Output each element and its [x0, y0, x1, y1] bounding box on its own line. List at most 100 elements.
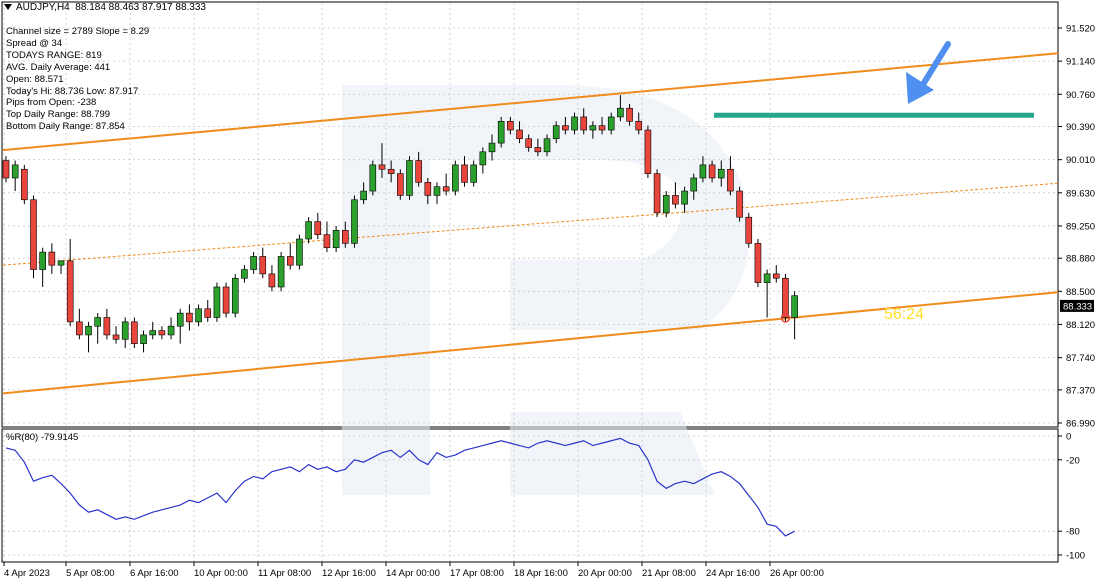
candle-body — [131, 321, 138, 344]
candle-body — [754, 243, 762, 283]
y-tick-label: 86.990 — [1066, 419, 1095, 430]
x-tick-label: 6 Apr 16:00 — [130, 568, 179, 579]
y-tick-label: 91.520 — [1066, 24, 1095, 35]
candle-body — [231, 277, 239, 314]
price-tag — [1060, 299, 1094, 312]
x-tick-label: 4 Apr 2023 — [4, 568, 50, 579]
candle-body — [369, 164, 377, 192]
info-line: Open: 88.571 — [6, 73, 64, 85]
y-tick-label: 88.500 — [1066, 287, 1095, 298]
candle-body — [552, 125, 560, 140]
x-tick-label: 24 Apr 16:00 — [706, 568, 760, 579]
candle-body — [85, 325, 92, 336]
symbol-header[interactable]: AUDJPY,H4 88.184 88.463 87.917 88.333 — [4, 2, 206, 13]
info-line: TODAYS RANGE: 819 — [6, 49, 102, 61]
candle-body — [314, 221, 322, 235]
indicator-tick-label: -20 — [1066, 455, 1080, 466]
candle-body — [562, 125, 569, 131]
info-line: Today's Hi: 88.736 Low: 87.917 — [6, 85, 139, 97]
candle-body — [626, 107, 633, 122]
x-tick-label: 20 Apr 00:00 — [578, 568, 632, 579]
candle-body — [452, 164, 459, 192]
candle-body — [507, 121, 514, 131]
candle-body — [598, 125, 606, 131]
y-tick-label: 90.760 — [1066, 90, 1095, 101]
indicator-tick-label: -100 — [1066, 551, 1085, 562]
candle-body — [186, 312, 193, 323]
candle-body — [387, 168, 395, 174]
candle-body — [543, 138, 551, 153]
candle-body — [442, 186, 450, 192]
price-axis: 91.520 91.140 90.760 90.390 90.010 89.630 89.2… — [1058, 24, 1095, 562]
wpr-line — [5, 437, 795, 537]
candle-body — [360, 190, 367, 201]
info-panel: Channel size = 2789 Slope = 8.29 Spread … — [6, 26, 149, 133]
candle-body — [635, 121, 643, 131]
candle-body — [406, 160, 413, 196]
candle-body — [580, 116, 588, 131]
indicator-label: %R(80) -79.9145 — [6, 432, 79, 443]
candle-body — [286, 256, 294, 266]
x-tick-label: 17 Apr 08:00 — [450, 568, 504, 579]
dropdown-triangle-icon[interactable] — [4, 4, 12, 11]
candle-body — [66, 260, 74, 323]
candle-body — [607, 116, 615, 131]
candle-body — [571, 116, 578, 131]
candle-body — [39, 251, 46, 270]
info-line: Spread @ 34 — [6, 37, 63, 49]
candle-body — [341, 229, 349, 244]
candle-body — [772, 273, 780, 279]
candle-body — [167, 325, 175, 336]
candle-body — [644, 129, 652, 174]
main-pane-frame — [1, 1, 1059, 428]
info-line: Top Daily Range: 88.799 — [6, 109, 111, 121]
y-tick-label: 87.370 — [1066, 385, 1095, 396]
candle-body — [176, 312, 184, 327]
candle-body — [791, 295, 798, 318]
candle-body — [48, 251, 56, 266]
upper-channel-line — [2, 52, 1059, 152]
candle-body — [433, 186, 441, 196]
candle-body — [378, 164, 386, 170]
x-tick-label: 12 Apr 16:00 — [322, 568, 376, 579]
candle-body — [424, 182, 432, 196]
candle-body — [241, 269, 248, 279]
candle-body — [681, 190, 688, 205]
candle-body — [259, 256, 267, 275]
candle-body — [589, 125, 597, 131]
candle-body — [140, 334, 147, 344]
candle-body — [76, 321, 83, 336]
candle-body — [268, 273, 276, 288]
candle-body — [653, 173, 661, 214]
candle-body — [204, 308, 212, 318]
candle-body — [534, 147, 542, 153]
candle-body — [736, 190, 743, 218]
candle-body — [277, 256, 285, 288]
candle-body — [397, 173, 404, 196]
candle-body — [479, 151, 487, 166]
watermark-logo — [342, 85, 749, 495]
candle-body — [121, 321, 129, 340]
candle-body — [727, 168, 734, 192]
time-axis: 4 Apr 2023 5 Apr 08:00 6 Apr 16:00 10 Apr 0… — [3, 562, 824, 579]
y-tick-label: 87.740 — [1066, 353, 1095, 364]
candle-body — [94, 317, 101, 327]
candle-body — [323, 234, 331, 249]
candle-body — [662, 195, 670, 214]
candle-body — [708, 164, 716, 179]
candle-body — [21, 168, 28, 201]
candle-body — [699, 164, 707, 179]
candle-body — [103, 317, 111, 336]
candle-body — [763, 273, 771, 283]
candle-body — [617, 107, 624, 118]
candlesticks — [2, 95, 798, 353]
info-line: AVG. Daily Average: 441 — [6, 61, 111, 73]
candle-body — [305, 221, 312, 240]
y-tick-label: 91.140 — [1066, 57, 1095, 68]
x-tick-label: 5 Apr 08:00 — [66, 568, 115, 579]
indicator-tick-label: -80 — [1066, 527, 1080, 538]
channel-lines — [2, 52, 1059, 395]
x-tick-label: 11 Apr 08:00 — [258, 568, 311, 579]
y-tick-label: 90.390 — [1066, 122, 1095, 133]
